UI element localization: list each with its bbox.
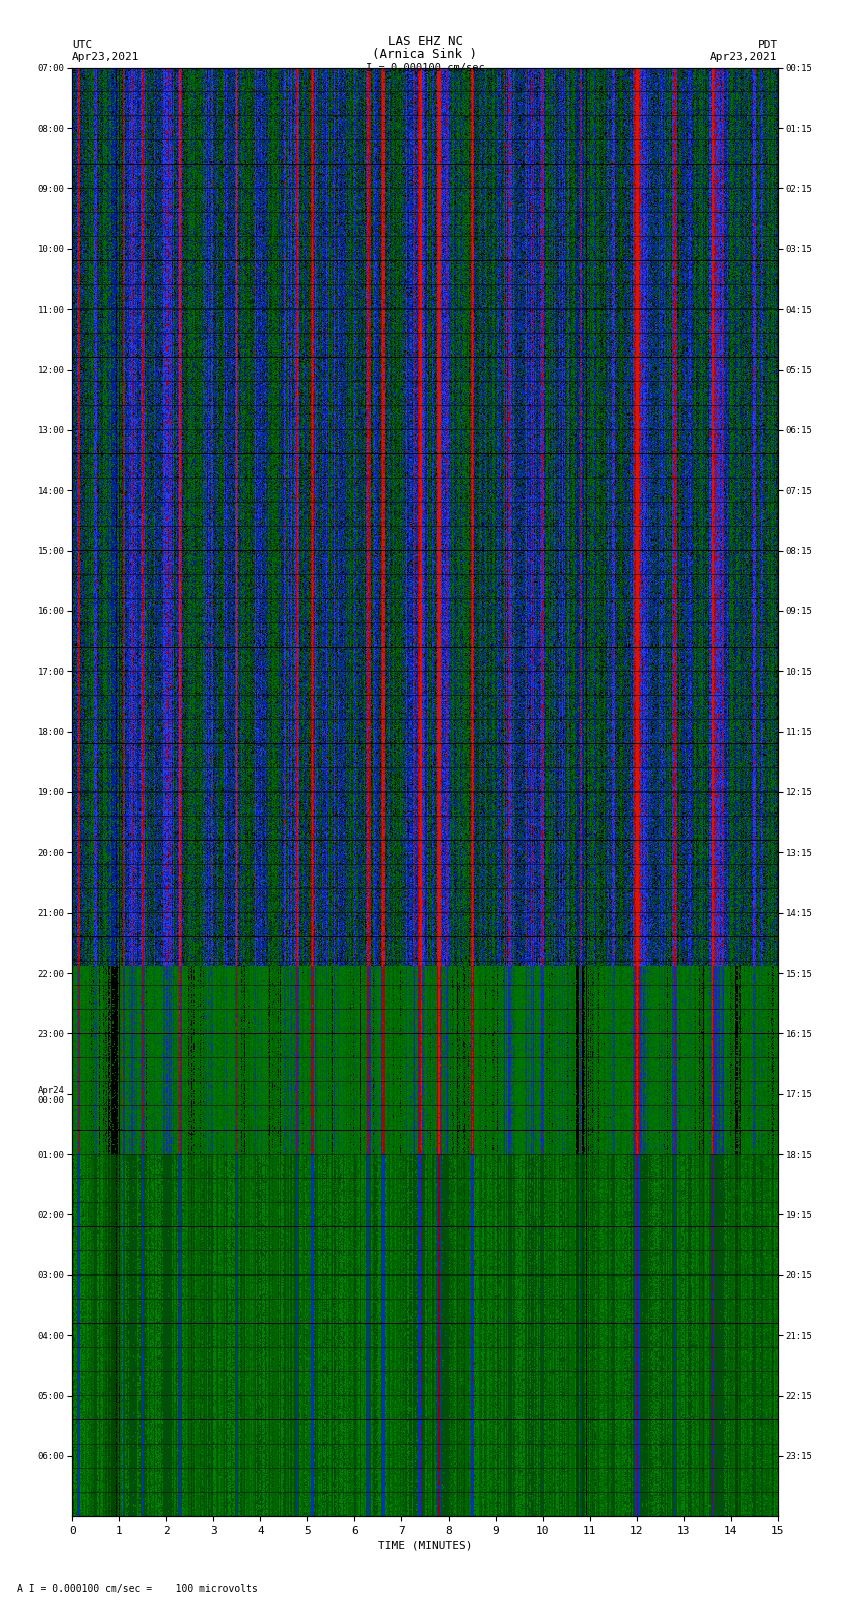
Text: UTC: UTC — [72, 40, 93, 50]
Text: Apr23,2021: Apr23,2021 — [711, 52, 778, 61]
Text: I = 0.000100 cm/sec: I = 0.000100 cm/sec — [366, 63, 484, 73]
Text: LAS EHZ NC: LAS EHZ NC — [388, 35, 462, 48]
Text: (Arnica Sink ): (Arnica Sink ) — [372, 48, 478, 61]
Text: PDT: PDT — [757, 40, 778, 50]
Text: Apr23,2021: Apr23,2021 — [72, 52, 139, 61]
X-axis label: TIME (MINUTES): TIME (MINUTES) — [377, 1540, 473, 1550]
Text: A I = 0.000100 cm/sec =    100 microvolts: A I = 0.000100 cm/sec = 100 microvolts — [17, 1584, 258, 1594]
